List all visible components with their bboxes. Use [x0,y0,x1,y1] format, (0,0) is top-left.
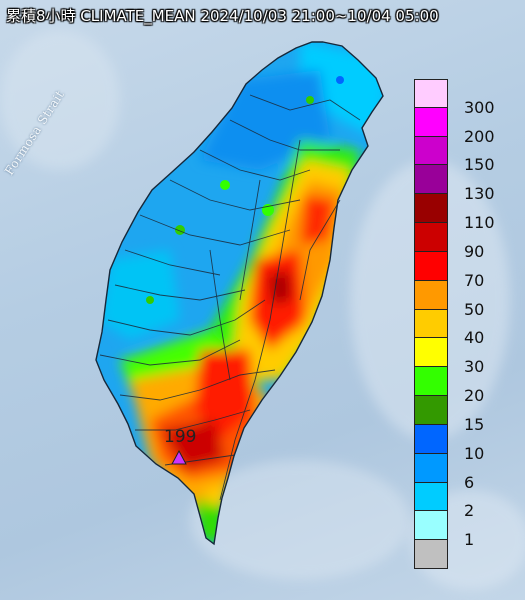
legend-tick-label: 15 [464,414,485,434]
legend-tick-label: 1 [464,530,475,550]
legend-tick-label: 40 [464,328,485,348]
legend-tick-label: 200 [464,126,495,146]
legend-swatch [414,107,448,137]
legend-swatch [414,309,448,339]
legend-tick-label: 6 [464,472,475,492]
legend-tick-label: 150 [464,155,495,175]
legend-tick-label: 90 [464,241,485,261]
legend-swatch [414,453,448,483]
legend-swatch [414,79,448,108]
legend-swatch [414,136,448,166]
legend-tick-label: 130 [464,184,495,204]
legend-tick-label: 30 [464,357,485,377]
map-title: 累積8小時 CLIMATE_MEAN 2024/10/03 21:00~10/0… [6,7,439,25]
legend-swatch [414,338,448,368]
legend-tick-label: 2 [464,501,475,521]
legend-swatch [414,424,448,454]
legend-swatch [414,511,448,541]
legend-tick-label: 20 [464,386,485,406]
legend-tick-label: 10 [464,443,485,463]
legend-swatch [414,194,448,224]
legend-swatch [414,482,448,512]
coastline [95,41,384,546]
legend-swatch [414,540,448,569]
legend-tick-label: 50 [464,299,485,319]
county-borders [99,94,361,501]
legend-swatch [414,280,448,310]
max-value-label: 199 [164,427,197,447]
legend-tick-label: 300 [464,97,495,117]
legend-swatch [414,223,448,252]
legend-tick-label: 110 [464,213,495,233]
legend-swatch [414,396,448,425]
legend-swatch [414,165,448,195]
legend-swatch [414,367,448,397]
legend-tick-label: 70 [464,270,485,290]
max-location-triangle-icon [171,450,187,465]
legend-swatch [414,251,448,281]
